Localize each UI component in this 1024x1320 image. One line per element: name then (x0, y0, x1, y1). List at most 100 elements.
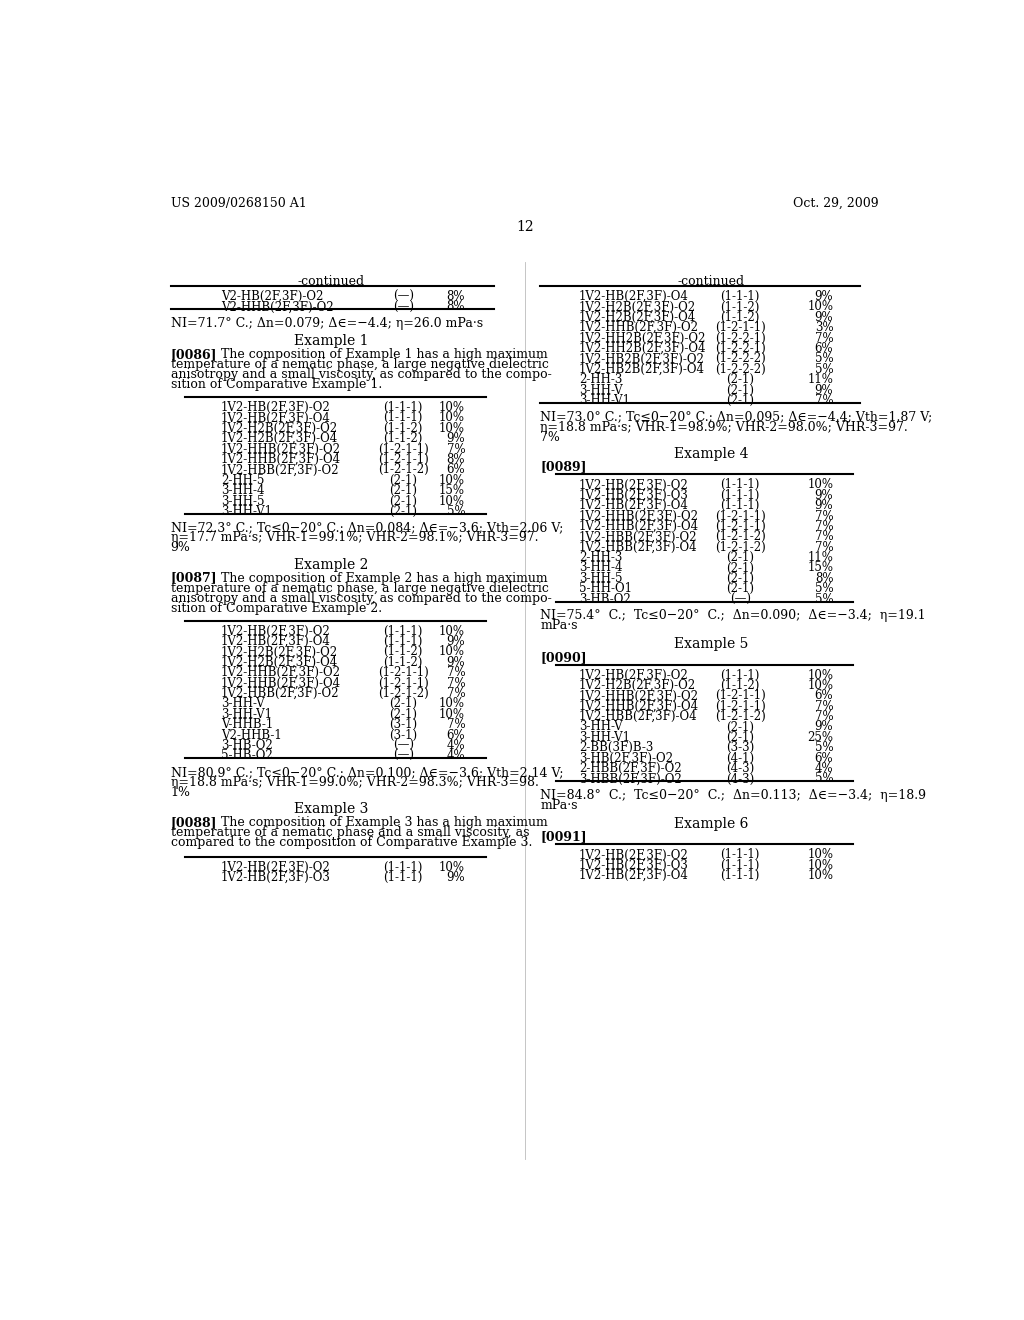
Text: (—): (—) (730, 593, 751, 606)
Text: 7%: 7% (446, 677, 465, 689)
Text: 1V2-HHB(2F,3F)-O4: 1V2-HHB(2F,3F)-O4 (579, 520, 699, 533)
Text: 2-HH-3: 2-HH-3 (579, 552, 623, 564)
Text: (1-1-1): (1-1-1) (721, 859, 760, 871)
Text: 6%: 6% (446, 463, 465, 477)
Text: (1-2-1-2): (1-2-1-2) (715, 710, 766, 723)
Text: 1V2-H2B(2F,3F)-O4: 1V2-H2B(2F,3F)-O4 (579, 312, 696, 323)
Text: (1-1-1): (1-1-1) (383, 871, 423, 884)
Text: 15%: 15% (807, 561, 834, 574)
Text: 10%: 10% (439, 861, 465, 874)
Text: (1-2-1-1): (1-2-1-1) (378, 453, 428, 466)
Text: 10%: 10% (439, 422, 465, 434)
Text: 8%: 8% (446, 290, 465, 304)
Text: 3-HH-4: 3-HH-4 (221, 484, 264, 498)
Text: 3-HB-O2: 3-HB-O2 (579, 593, 631, 606)
Text: 1V2-HB(2F,3F)-O4: 1V2-HB(2F,3F)-O4 (221, 412, 331, 424)
Text: V2-HHB-1: V2-HHB-1 (221, 729, 282, 742)
Text: The composition of Example 1 has a high maximum: The composition of Example 1 has a high … (205, 348, 548, 360)
Text: (1-2-1-1): (1-2-1-1) (378, 442, 428, 455)
Text: NI=84.8°  C.;  Tc≤0−20°  C.;  Δn=0.113;  Δ∈=−3.4;  η=18.9: NI=84.8° C.; Tc≤0−20° C.; Δn=0.113; Δ∈=−… (541, 789, 927, 803)
Text: 3-HH-V1: 3-HH-V1 (579, 731, 630, 744)
Text: 11%: 11% (807, 552, 834, 564)
Text: 1V2-HBB(2F,3F)-O2: 1V2-HBB(2F,3F)-O2 (579, 531, 697, 544)
Text: 11%: 11% (807, 374, 834, 387)
Text: 9%: 9% (446, 656, 465, 669)
Text: 5-HB-O2: 5-HB-O2 (221, 750, 272, 763)
Text: 1V2-HB(2F,3F)-O2: 1V2-HB(2F,3F)-O2 (579, 668, 689, 681)
Text: The composition of Example 3 has a high maximum: The composition of Example 3 has a high … (205, 816, 548, 829)
Text: (1-1-1): (1-1-1) (383, 412, 423, 424)
Text: 1V2-HB(2F,3F)-O4: 1V2-HB(2F,3F)-O4 (579, 499, 689, 512)
Text: (1-1-2): (1-1-2) (383, 656, 423, 669)
Text: 1V2-HB(2F,3F)-O2: 1V2-HB(2F,3F)-O2 (221, 861, 331, 874)
Text: (2-1): (2-1) (389, 474, 417, 487)
Text: 10%: 10% (807, 678, 834, 692)
Text: 1V2-HB(2F,3F)-O4: 1V2-HB(2F,3F)-O4 (221, 635, 331, 648)
Text: 7%: 7% (446, 718, 465, 731)
Text: 1%: 1% (171, 785, 190, 799)
Text: 7%: 7% (815, 520, 834, 533)
Text: 5-HH-O1: 5-HH-O1 (579, 582, 632, 595)
Text: 9%: 9% (815, 499, 834, 512)
Text: (3-1): (3-1) (389, 718, 417, 731)
Text: 4%: 4% (446, 750, 465, 763)
Text: 5%: 5% (815, 352, 834, 366)
Text: Example 4: Example 4 (674, 446, 749, 461)
Text: V2-HB(2F,3F)-O2: V2-HB(2F,3F)-O2 (221, 290, 324, 304)
Text: Example 3: Example 3 (294, 803, 369, 816)
Text: 2-HH-3: 2-HH-3 (579, 374, 623, 387)
Text: 10%: 10% (439, 708, 465, 721)
Text: 5%: 5% (815, 582, 834, 595)
Text: 1V2-HB(2F,3F)-O3: 1V2-HB(2F,3F)-O3 (221, 871, 331, 884)
Text: (2-1): (2-1) (726, 374, 755, 387)
Text: 8%: 8% (446, 453, 465, 466)
Text: Example 6: Example 6 (674, 817, 748, 830)
Text: (2-1): (2-1) (726, 731, 755, 744)
Text: V2-HHB(2F,3F)-O2: V2-HHB(2F,3F)-O2 (221, 301, 334, 313)
Text: 10%: 10% (439, 624, 465, 638)
Text: (—): (—) (392, 290, 414, 304)
Text: (1-1-2): (1-1-2) (721, 678, 760, 692)
Text: 1V2-HHB(2F,3F)-O2: 1V2-HHB(2F,3F)-O2 (221, 667, 341, 680)
Text: (1-1-1): (1-1-1) (721, 668, 760, 681)
Text: 1V2-HB(2F,3F)-O2: 1V2-HB(2F,3F)-O2 (579, 478, 689, 491)
Text: (1-2-1-1): (1-2-1-1) (715, 321, 766, 334)
Text: 10%: 10% (439, 412, 465, 424)
Text: 6%: 6% (815, 342, 834, 355)
Text: 3-HH-V1: 3-HH-V1 (579, 395, 630, 407)
Text: (2-1): (2-1) (726, 395, 755, 407)
Text: 1V2-H2B(2F,3F)-O2: 1V2-H2B(2F,3F)-O2 (221, 422, 338, 434)
Text: (1-1-1): (1-1-1) (721, 869, 760, 882)
Text: NI=80.9° C.; Tc≤0−20° C.; Δn=0.100; Δ∈=−3.6; Vth=2.14 V;: NI=80.9° C.; Tc≤0−20° C.; Δn=0.100; Δ∈=−… (171, 766, 563, 779)
Text: (2-1): (2-1) (389, 506, 417, 517)
Text: 1V2-HHB(2F,3F)-O4: 1V2-HHB(2F,3F)-O4 (221, 677, 341, 689)
Text: (1-2-1-1): (1-2-1-1) (715, 689, 766, 702)
Text: 7%: 7% (815, 700, 834, 713)
Text: 1V2-HH2B(2F,3F)-O4: 1V2-HH2B(2F,3F)-O4 (579, 342, 707, 355)
Text: 2-BB(3F)B-3: 2-BB(3F)B-3 (579, 742, 653, 754)
Text: 3-HH-V: 3-HH-V (579, 721, 623, 734)
Text: 7%: 7% (446, 686, 465, 700)
Text: (1-2-2-2): (1-2-2-2) (715, 352, 766, 366)
Text: 3-HB-O2: 3-HB-O2 (221, 739, 272, 752)
Text: 3-HH-5: 3-HH-5 (579, 572, 623, 585)
Text: 7%: 7% (446, 442, 465, 455)
Text: 7%: 7% (815, 541, 834, 553)
Text: 5%: 5% (815, 742, 834, 754)
Text: anisotropy and a small viscosity, as compared to the compo-: anisotropy and a small viscosity, as com… (171, 368, 551, 381)
Text: (1-2-1-2): (1-2-1-2) (715, 531, 766, 544)
Text: 1V2-HHB(2F,3F)-O2: 1V2-HHB(2F,3F)-O2 (579, 510, 699, 523)
Text: compared to the composition of Comparative Example 3.: compared to the composition of Comparati… (171, 836, 532, 849)
Text: 9%: 9% (815, 488, 834, 502)
Text: US 2009/0268150 A1: US 2009/0268150 A1 (171, 197, 306, 210)
Text: (2-1): (2-1) (389, 495, 417, 507)
Text: [0087]: [0087] (171, 572, 217, 585)
Text: (2-1): (2-1) (389, 484, 417, 498)
Text: 1V2-H2B(2F,3F)-O2: 1V2-H2B(2F,3F)-O2 (221, 645, 338, 659)
Text: (2-1): (2-1) (726, 582, 755, 595)
Text: 7%: 7% (541, 430, 560, 444)
Text: temperature of a nematic phase, a large negative dielectric: temperature of a nematic phase, a large … (171, 582, 549, 594)
Text: (1-1-2): (1-1-2) (383, 645, 423, 659)
Text: NI=72.3° C.; Tc≤0−20° C.; Δn=0.084; Δ∈=−3.6; Vth=2.06 V;: NI=72.3° C.; Tc≤0−20° C.; Δn=0.084; Δ∈=−… (171, 521, 563, 535)
Text: (—): (—) (392, 301, 414, 313)
